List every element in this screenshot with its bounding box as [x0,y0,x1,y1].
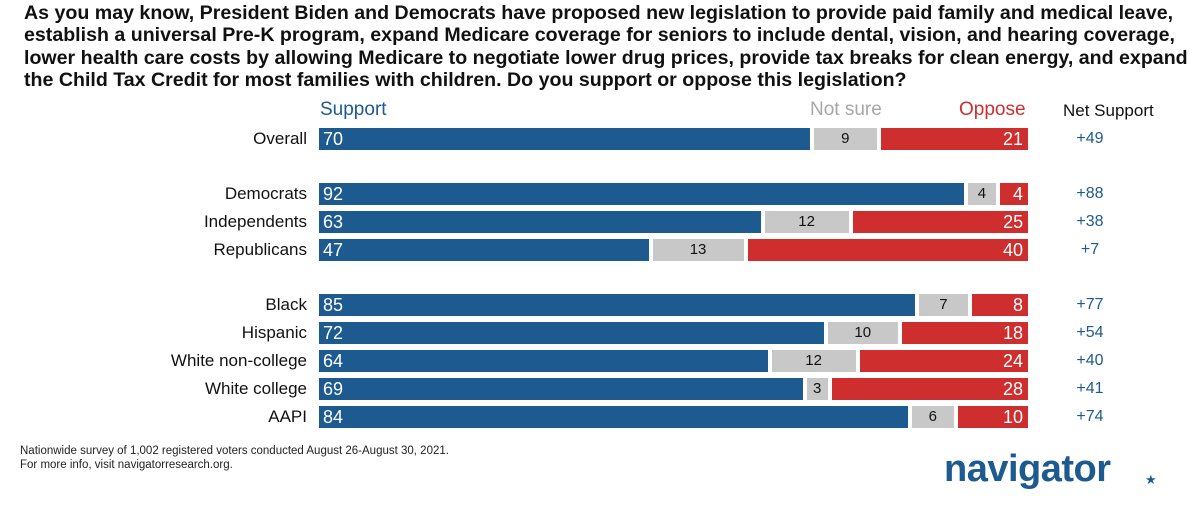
chart-row: Black 85 7 8 +77 [0,294,1200,316]
oppose-segment: 25 [852,211,1029,233]
net-support-value: +88 [1076,185,1104,202]
not-sure-segment: 12 [764,211,849,233]
support-segment: 72 [319,322,824,344]
oppose-segment: 28 [831,378,1028,400]
row-label: Republicans [213,240,307,259]
net-support-value: +38 [1076,213,1104,230]
net-support-value: +40 [1076,352,1104,369]
support-segment: 70 [319,128,810,150]
row-label: White non-college [170,351,307,370]
net-support-value: +74 [1076,408,1104,425]
oppose-segment: 18 [901,322,1028,344]
support-segment: 92 [319,183,964,205]
chart-row: Independents 63 12 25 +38 [0,211,1200,233]
not-sure-segment: 6 [911,406,954,428]
row-label: Black [265,295,307,314]
chart-row: Overall 70 9 21 +49 [0,128,1200,150]
logo-star-icon: ★ [1145,472,1157,487]
not-sure-segment: 7 [918,294,968,316]
row-label: White college [204,379,307,398]
oppose-segment: 4 [1000,183,1028,205]
oppose-header: Oppose [959,99,1026,120]
navigator-logo: navigator [944,448,1111,490]
not-sure-segment: 3 [806,378,828,400]
survey-question: As you may know, President Biden and Dem… [24,2,1188,92]
not-sure-segment: 10 [827,322,898,344]
oppose-segment: 40 [747,239,1028,261]
row-label: Overall [253,129,307,148]
oppose-segment: 10 [957,406,1028,428]
oppose-segment: 21 [880,128,1028,150]
net-support-value: +77 [1076,296,1104,313]
row-label: Democrats [224,184,307,203]
not-sure-segment: 9 [813,128,877,150]
chart-row: White non-college 64 12 24 +40 [0,350,1200,372]
support-segment: 84 [319,406,908,428]
oppose-segment: 24 [859,350,1028,372]
not-sure-segment: 13 [652,239,744,261]
net-support-value: +49 [1076,130,1104,147]
row-label: AAPI [268,407,307,426]
support-segment: 63 [319,211,761,233]
support-header: Support [320,99,387,120]
support-segment: 85 [319,294,915,316]
chart-row: AAPI 84 6 10 +74 [0,406,1200,428]
support-segment: 69 [319,378,803,400]
net-support-value: +41 [1076,380,1104,397]
footnote-more-info: For more info, visit navigatorresearch.o… [20,459,233,471]
footnote-survey: Nationwide survey of 1,002 registered vo… [20,445,449,457]
row-label: Independents [203,212,307,231]
chart-row: Democrats 92 4 4 +88 [0,183,1200,205]
oppose-segment: 8 [971,294,1028,316]
not-sure-segment: 4 [967,183,996,205]
footnote: Nationwide survey of 1,002 registered vo… [20,444,449,472]
not-sure-header: Not sure [810,99,882,120]
chart-row: White college 69 3 28 +41 [0,378,1200,400]
not-sure-segment: 12 [771,350,856,372]
net-support-value: +7 [1080,241,1100,258]
row-label: Hispanic [241,323,307,342]
net-support-value: +54 [1076,324,1104,341]
support-segment: 47 [319,239,649,261]
support-segment: 64 [319,350,768,372]
net-support-header: Net Support [1063,101,1154,120]
chart-row: Republicans 47 13 40 +7 [0,239,1200,261]
chart-row: Hispanic 72 10 18 +54 [0,322,1200,344]
